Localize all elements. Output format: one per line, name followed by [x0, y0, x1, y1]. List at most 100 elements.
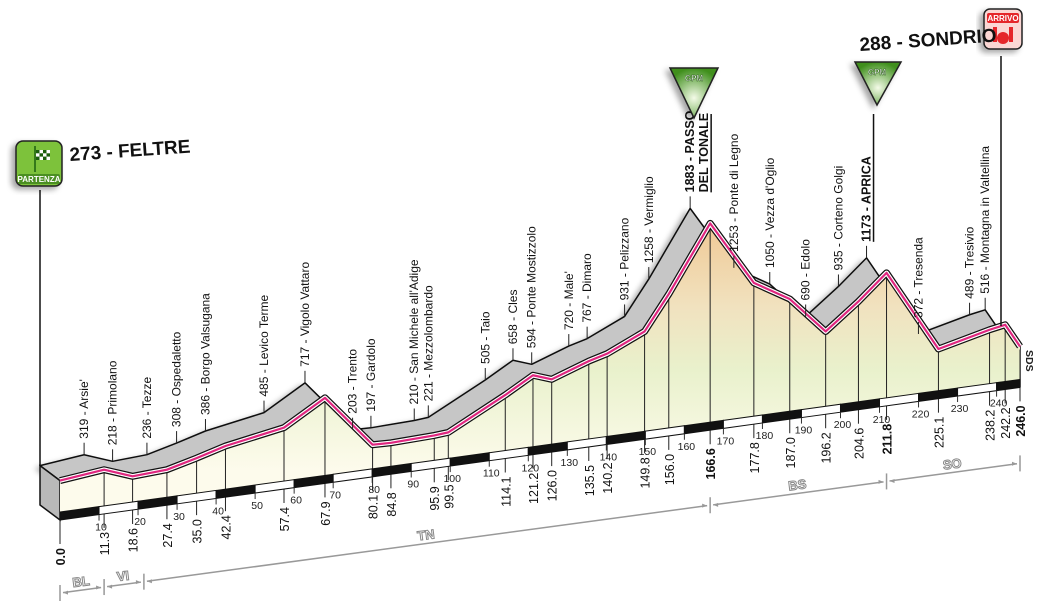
arrow-left-icon — [889, 479, 895, 484]
location-label: 1883 - PASSO — [683, 110, 697, 192]
km-label: 246.0 — [1014, 405, 1028, 436]
arrow-left-icon — [146, 579, 152, 584]
km-tick-label: 70 — [329, 489, 341, 501]
km-tick-label: 120 — [522, 462, 540, 474]
location-label: 386 - Borgo Valsugana — [198, 293, 212, 415]
km-label: 242.2 — [999, 407, 1013, 438]
arrow-left-icon — [107, 584, 113, 589]
km-label: 238.2 — [984, 410, 998, 441]
km-label: 67.9 — [319, 501, 333, 525]
route-line-layer — [59, 219, 1023, 485]
start-title: 273 - FELTRE — [69, 137, 191, 166]
km-label: 27.4 — [161, 523, 175, 547]
km-tick-label: 10 — [95, 522, 107, 534]
location-label: 931 - Pelizzano — [618, 217, 632, 300]
km-tick-label: 130 — [561, 457, 579, 469]
km-axis: 10 20 30 40 50 60 70 80 90 100 110 120 130 140 150 160 1… — [59, 378, 1021, 534]
km-tick-label: 170 — [717, 435, 735, 447]
gpm-label: GPM — [685, 74, 704, 83]
location-label: 489 - Tresivio — [963, 226, 977, 298]
location-label-line2: DEL TONALE — [697, 113, 711, 192]
arrivo-label: ARRIVO — [987, 14, 1018, 23]
km-label: 135.5 — [583, 465, 597, 496]
km-label: 166.6 — [704, 448, 718, 479]
km-tick-label: 230 — [951, 403, 969, 415]
km-label: 177.8 — [748, 442, 762, 473]
location-labels-layer: 0.0 11.3 319 - Arsie' 18.6 218 - Primolano 27… — [54, 110, 1028, 565]
location-label: 485 - Levico Terme — [257, 294, 271, 396]
partenza-label: PARTENZA — [18, 175, 61, 184]
finish-title: 288 - SONDRIO — [859, 25, 997, 56]
location-label: 197 - Gardolo — [364, 338, 378, 412]
location-label: 218 - Primolano — [106, 360, 120, 445]
km-label: 42.4 — [219, 515, 233, 539]
partenza-badge: PARTENZA — [15, 140, 63, 187]
location-label: 658 - Cles — [506, 290, 520, 345]
finish-arms-raised-icon — [993, 27, 1013, 44]
km-label: 11.3 — [98, 532, 112, 555]
region-label: SO — [942, 455, 962, 472]
sds-label: SDS — [1023, 350, 1035, 372]
arrow-right-icon — [135, 580, 141, 585]
km-label: 121.2 — [527, 473, 541, 504]
region-label: VI — [116, 568, 130, 584]
arrow-right-icon — [702, 503, 708, 508]
km-label: 149.8 — [639, 457, 653, 488]
km-label: 95.9 — [428, 486, 442, 510]
location-label: 505 - Taio — [478, 311, 492, 364]
location-label: 690 - Edolo — [799, 239, 813, 301]
location-label: 1258 - Vermiglio — [642, 176, 656, 263]
location-label: 308 - Ospedaletto — [170, 331, 184, 427]
km-tick-label: 50 — [251, 500, 263, 512]
checkered-flag-icon — [34, 146, 50, 172]
km-label: 187.0 — [784, 437, 798, 468]
km-label: 80.1 — [367, 495, 381, 519]
gpm-aprica-badge: GPM — [853, 61, 903, 107]
km-tick-label: 160 — [678, 441, 696, 453]
location-label: 1173 - APRICA — [860, 156, 874, 242]
km-tick-label: 210 — [873, 414, 891, 426]
km-label: 126.0 — [546, 470, 560, 501]
km-tick-label: 180 — [756, 430, 774, 442]
km-tick-label: 240 — [990, 398, 1008, 410]
km-label: 0.0 — [54, 548, 68, 565]
km-label: 99.5 — [442, 484, 456, 508]
region-bracket — [106, 581, 142, 588]
km-tick-label: 20 — [134, 516, 146, 528]
km-label: 18.6 — [127, 528, 141, 552]
location-label: 203 - Trento — [346, 349, 360, 414]
km-tick-label: 90 — [407, 478, 419, 490]
location-label: 1050 - Vezza d'Oglio — [763, 157, 777, 268]
location-label: 221 - Mezzolombardo — [421, 285, 435, 401]
region-bracket — [146, 504, 708, 583]
arrow-right-icon — [878, 479, 884, 484]
location-label: 1253 - Ponte di Legno — [727, 133, 741, 251]
km-label: 57.4 — [278, 507, 292, 531]
region-bracket — [889, 463, 1018, 482]
location-label: 935 - Corteno Golgi — [831, 166, 845, 271]
region-bracket — [713, 481, 884, 506]
location-label: 720 - Male' — [562, 271, 576, 330]
km-label: 140.2 — [601, 462, 615, 493]
km-tick-label: 60 — [290, 495, 302, 507]
km-tick-label: 150 — [639, 446, 657, 458]
km-tick-label: 220 — [912, 408, 930, 420]
region-label: TN — [416, 527, 435, 544]
location-label: 372 - Tresenda — [911, 237, 925, 318]
region-label: BS — [787, 476, 807, 493]
location-label: 767 - Dimaro — [580, 253, 594, 323]
route-line — [59, 222, 1021, 482]
region-bracket — [62, 586, 102, 594]
arrow-left-icon — [63, 590, 68, 595]
km-axis-segment — [996, 378, 1021, 392]
km-tick-label: 190 — [795, 425, 813, 437]
km-label: 204.6 — [852, 428, 866, 459]
location-label: 319 - Arsie' — [77, 379, 91, 439]
arrow-right-icon — [96, 585, 102, 590]
arrow-right-icon — [1012, 461, 1017, 466]
location-label: 210 - San Michele all'Adige — [407, 259, 421, 404]
km-tick-label: 140 — [600, 452, 618, 464]
km-label: 225.1 — [932, 417, 946, 448]
arrow-left-icon — [713, 502, 719, 507]
